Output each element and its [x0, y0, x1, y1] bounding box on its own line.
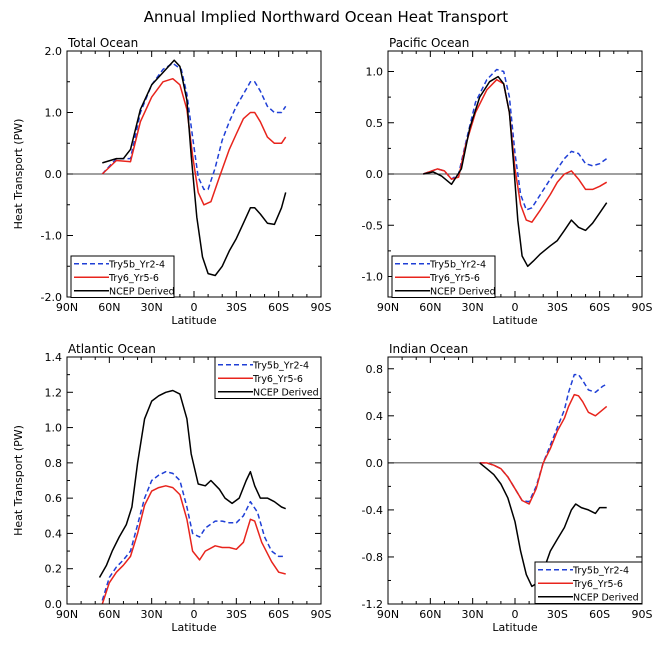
legend-label: Try5b_Yr2-4	[572, 565, 629, 576]
legend: Try5b_Yr2-4 Try6_Yr5-6 NCEP Derived	[534, 561, 643, 604]
x-tick-label: 60S	[589, 301, 610, 314]
y-tick-label: 0.0	[366, 168, 384, 181]
series-line	[102, 59, 287, 277]
x-tick-label: 60S	[268, 301, 289, 314]
legend-label: Try6_Yr5-6	[108, 273, 159, 284]
y-tick-label: 1.4	[45, 351, 63, 364]
x-axis-label: Latitude	[492, 621, 538, 634]
y-tick-label: -2.0	[41, 291, 62, 304]
x-tick-label: 30N	[462, 301, 484, 314]
y-tick-label: 1.0	[366, 66, 384, 79]
chart-panel: Indian Ocean 90N 60N 30N 0 30S 60S 90S -1.2 -0.8 -…	[362, 342, 653, 634]
y-tick-label: 0.6	[45, 492, 63, 505]
x-tick-label: 60S	[268, 608, 289, 621]
legend-label: NCEP Derived	[573, 592, 639, 603]
x-tick-label: 90N	[377, 608, 399, 621]
y-tick-label: 0.4	[366, 410, 384, 423]
x-tick-label: 0	[512, 301, 519, 314]
y-tick-label: -1.0	[41, 230, 62, 243]
y-tick-label: -0.4	[362, 504, 383, 517]
legend: Try5b_Yr2-4 Try6_Yr5-6 NCEP Derived	[214, 356, 322, 399]
series-line	[101, 77, 287, 206]
x-tick-label: 90S	[632, 301, 653, 314]
legend: Try5b_Yr2-4 Try6_Yr5-6 NCEP Derived	[391, 255, 496, 298]
y-tick-label: 0.8	[45, 457, 63, 470]
legend-label: Try5b_Yr2-4	[429, 259, 486, 270]
series-line	[423, 75, 608, 268]
y-tick-label: 0.5	[366, 117, 384, 130]
y-tick-label: 1.0	[45, 422, 63, 435]
x-tick-label: 90S	[632, 608, 653, 621]
y-tick-label: 1.2	[45, 386, 63, 399]
x-tick-label: 0	[191, 608, 198, 621]
x-axis-label: Latitude	[171, 314, 217, 327]
x-tick-label: 60S	[589, 608, 610, 621]
y-tick-label: -0.5	[362, 219, 383, 232]
x-tick-label: 90S	[311, 608, 332, 621]
x-tick-label: 30S	[226, 608, 247, 621]
x-tick-label: 90S	[311, 301, 332, 314]
y-tick-label: 0.0	[45, 598, 63, 611]
x-tick-label: 0	[191, 301, 198, 314]
x-axis-label: Latitude	[171, 621, 217, 634]
chart-panel: Total Ocean 90N 60N 30N 0 30S 60S 90S -2.0 -1.0 0.…	[12, 36, 332, 327]
legend-label: Try6_Yr5-6	[572, 579, 623, 590]
panel-title: Pacific Ocean	[389, 36, 469, 50]
y-tick-label: 1.0	[45, 107, 63, 120]
x-tick-label: 30S	[226, 301, 247, 314]
legend-label: Try5b_Yr2-4	[108, 259, 165, 270]
x-tick-label: 60N	[419, 608, 441, 621]
x-tick-label: 90N	[377, 301, 399, 314]
series-line	[101, 485, 286, 605]
x-axis-label: Latitude	[492, 314, 538, 327]
y-axis-label: Heat Transport (PW)	[12, 119, 25, 230]
y-tick-label: 0.8	[366, 363, 384, 376]
series-line	[479, 393, 608, 505]
panel-title: Indian Ocean	[389, 342, 468, 356]
y-tick-label: 2.0	[45, 45, 63, 58]
x-tick-label: 60N	[98, 608, 120, 621]
x-tick-label: 90N	[56, 608, 78, 621]
y-axis-label: Heat Transport (PW)	[12, 425, 25, 536]
y-tick-label: 0.0	[45, 168, 63, 181]
legend: Try5b_Yr2-4 Try6_Yr5-6 NCEP Derived	[70, 255, 175, 298]
legend-label: Try6_Yr5-6	[252, 374, 303, 385]
panel-title: Total Ocean	[67, 36, 138, 50]
figure-title: Annual Implied Northward Ocean Heat Tran…	[144, 8, 509, 26]
x-tick-label: 30N	[141, 608, 163, 621]
x-tick-label: 60N	[98, 301, 120, 314]
x-tick-label: 30N	[462, 608, 484, 621]
chart-panel: Atlantic Ocean 90N 60N 30N 0 30S 60S 90S 0.0 0.2 0…	[12, 342, 332, 634]
legend-label: NCEP Derived	[253, 387, 319, 398]
y-tick-label: -0.8	[362, 551, 383, 564]
x-tick-label: 90N	[56, 301, 78, 314]
y-tick-label: 0.4	[45, 527, 63, 540]
legend-label: Try6_Yr5-6	[429, 273, 480, 284]
series-line	[98, 389, 286, 578]
y-tick-label: 0.2	[45, 563, 63, 576]
panel-title: Atlantic Ocean	[68, 342, 156, 356]
x-tick-label: 30S	[547, 608, 568, 621]
chart-panel: Pacific Ocean 90N 60N 30N 0 30S 60S 90S -1.0 -0.5…	[362, 36, 653, 327]
x-tick-label: 0	[512, 608, 519, 621]
x-tick-label: 30N	[141, 301, 163, 314]
y-tick-label: -1.2	[362, 598, 383, 611]
legend-label: Try5b_Yr2-4	[252, 360, 309, 371]
series-line	[423, 78, 608, 223]
legend-label: NCEP Derived	[430, 286, 496, 297]
x-tick-label: 60N	[419, 301, 441, 314]
x-tick-label: 30S	[547, 301, 568, 314]
series-line	[101, 470, 286, 601]
legend-label: NCEP Derived	[109, 286, 175, 297]
y-tick-label: 0.0	[366, 457, 384, 470]
y-tick-label: -1.0	[362, 271, 383, 284]
